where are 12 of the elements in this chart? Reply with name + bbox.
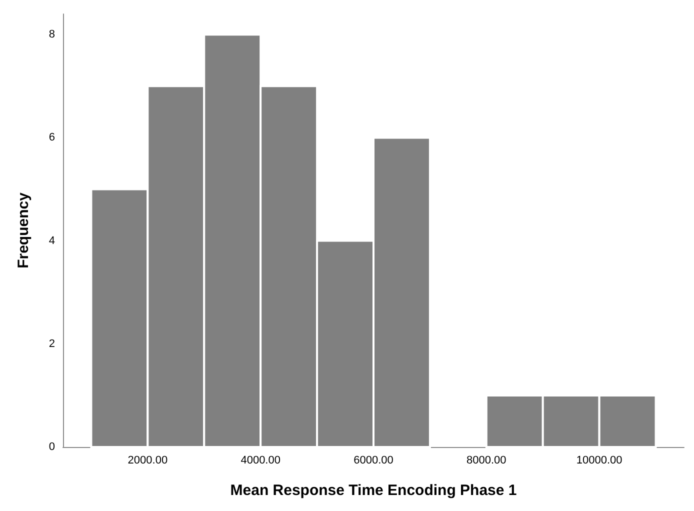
y-tick-label: 0 (48, 441, 55, 453)
x-tick-label: 10000.00 (576, 454, 622, 466)
y-tick-label: 2 (48, 338, 55, 350)
y-axis-title: Frequency (15, 192, 32, 268)
x-axis-title: Mean Response Time Encoding Phase 1 (230, 482, 517, 499)
y-tick-label: 6 (48, 132, 55, 144)
y-tick-label: 4 (48, 234, 55, 247)
y-tick-label: 8 (48, 28, 55, 41)
x-tick-label: 4000.00 (240, 454, 280, 466)
x-tick-label: 2000.00 (128, 454, 168, 466)
x-tick-label: 8000.00 (466, 454, 506, 466)
x-tick-label: 6000.00 (354, 454, 394, 466)
